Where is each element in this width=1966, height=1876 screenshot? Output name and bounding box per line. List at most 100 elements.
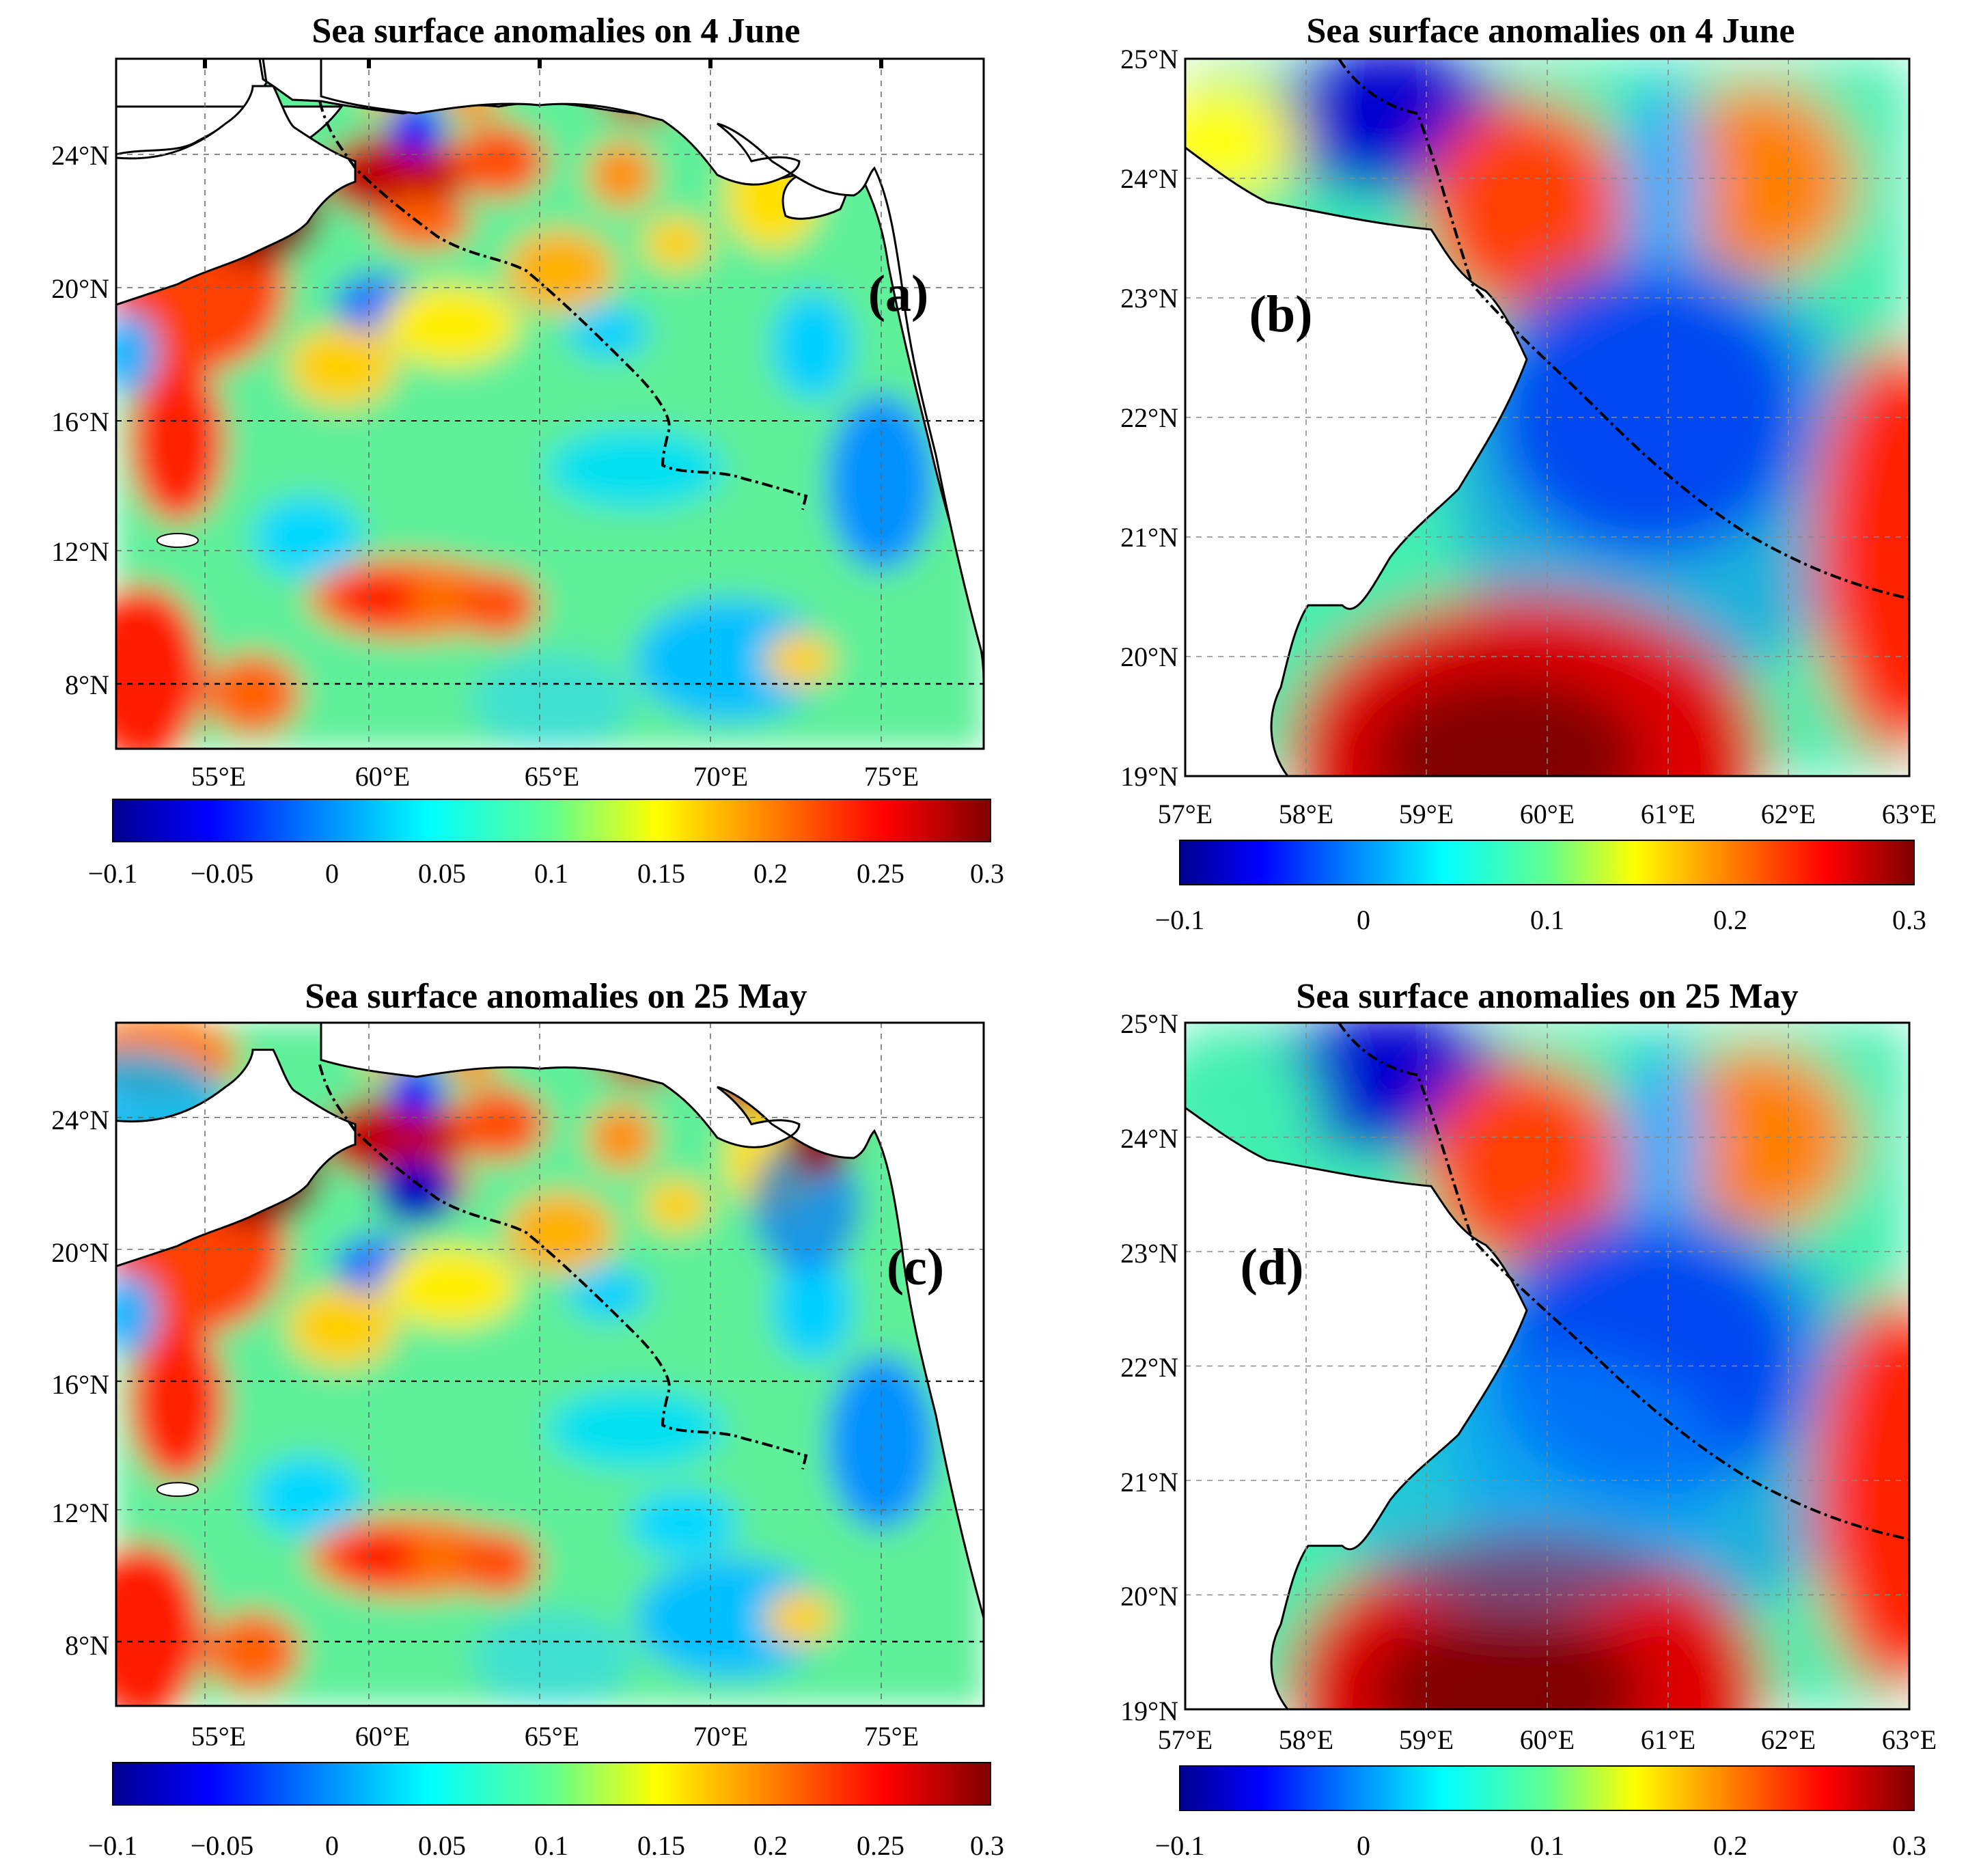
panel-b-label: (b): [1249, 286, 1313, 343]
panel-c-colorbar-tick: 0.15: [637, 1830, 685, 1861]
panel-d-x-tick: 63°E: [1882, 1724, 1937, 1755]
panel-c-cyclone-track: [318, 1064, 808, 1470]
panel-b-cyclone-track: [1338, 59, 1909, 600]
panel-c-colorbar-tick: −0.05: [191, 1830, 254, 1861]
panel-c-y-tick: 20°N: [51, 1237, 109, 1268]
panel-c-colorbar-tick: 0.3: [970, 1830, 1004, 1861]
panel-b-colorbar: −0.1 0 0.1 0.2 0.3: [1155, 840, 1926, 935]
panel-c-map: [115, 1021, 985, 1707]
panel-a-x-tick: 60°E: [355, 761, 410, 792]
panel-c-colorbar-tick: −0.1: [88, 1830, 138, 1861]
panel-b-title: Sea surface anomalies on 4 June: [1307, 12, 1795, 51]
panel-c: Sea surface anomalies on 25 May: [51, 977, 1004, 1861]
panel-d-y-tick: 24°N: [1120, 1123, 1178, 1154]
panel-a-colorbar-tick: 0: [325, 858, 339, 889]
panel-d-x-axis: 57°E 58°E 59°E 60°E 61°E 62°E 63°E: [1158, 1724, 1937, 1755]
panel-c-x-tick: 60°E: [355, 1721, 410, 1752]
panel-c-arabian-coast: [116, 1023, 357, 1268]
panel-a-label: (a): [868, 265, 929, 322]
panel-c-x-tick: 75°E: [864, 1721, 919, 1752]
panel-a-y-tick: 20°N: [51, 273, 109, 304]
panel-c-colorbar-tick: 0.2: [753, 1830, 788, 1861]
panel-c-india-coast: [320, 1023, 984, 1618]
panel-b-y-axis: 19°N 20°N 21°N 22°N 23°N 24°N 25°N: [1120, 44, 1178, 792]
panel-a-y-axis: 8°N 12°N 16°N 20°N 24°N: [51, 140, 109, 700]
panel-a-arabian-coast: [116, 59, 357, 306]
panel-b-x-tick: 57°E: [1158, 799, 1213, 829]
panel-a-colorbar-tick: −0.05: [191, 858, 254, 889]
panel-c-label: (c): [887, 1239, 944, 1296]
panel-b-x-tick: 63°E: [1882, 799, 1937, 829]
panel-a-gridlines: [116, 59, 984, 749]
panel-d-label: (d): [1241, 1239, 1304, 1296]
panel-a-x-axis: 55°E 60°E 65°E 70°E 75°E: [191, 761, 919, 792]
panel-d-colorbar-tick: 0.2: [1713, 1830, 1747, 1861]
panel-d-cyclone-track: [1338, 1023, 1909, 1541]
panel-a-ticks-top: [203, 59, 883, 68]
panel-b-x-tick: 61°E: [1641, 799, 1695, 829]
panel-b-x-axis: 57°E 58°E 59°E 60°E 61°E 62°E 63°E: [1158, 799, 1937, 829]
panel-a-y-tick: 12°N: [51, 536, 109, 567]
panel-d-y-tick: 22°N: [1120, 1352, 1178, 1383]
panel-d-y-tick: 19°N: [1120, 1696, 1178, 1726]
panel-a-colorbar-tick: −0.1: [88, 858, 138, 889]
panel-a-frame: [115, 57, 985, 750]
panel-d-colorbar: −0.1 0 0.1 0.2 0.3: [1155, 1765, 1926, 1861]
panel-d-y-tick: 21°N: [1120, 1467, 1178, 1498]
panel-d-x-tick: 61°E: [1641, 1724, 1695, 1755]
panel-b-x-tick: 59°E: [1399, 799, 1454, 829]
panel-c-x-tick: 70°E: [693, 1721, 748, 1752]
panel-b-colorbar-tick: 0.1: [1530, 905, 1564, 935]
panel-b-frame: [1184, 57, 1911, 777]
panel-c-socotra: [156, 1482, 199, 1498]
panel-a-x-tick: 55°E: [191, 761, 246, 792]
panel-a-x-tick: 65°E: [525, 761, 579, 792]
panel-c-x-axis: 55°E 60°E 65°E 70°E 75°E: [191, 1721, 919, 1752]
panel-c-gridlines: [116, 1023, 984, 1706]
panel-c-y-tick: 24°N: [51, 1105, 109, 1135]
panel-c-colorbar-tick: 0.05: [418, 1830, 466, 1861]
panel-b-x-tick: 60°E: [1520, 799, 1575, 829]
panel-b-x-tick: 62°E: [1761, 799, 1816, 829]
panel-a-colorbar-tick: 0.15: [637, 858, 685, 889]
panel-a-cyclone-track: [318, 100, 808, 510]
panel-d-colorbar-tick: 0: [1357, 1830, 1370, 1861]
panel-a-x-tick: 70°E: [693, 761, 748, 792]
panel-d-y-tick: 20°N: [1120, 1581, 1178, 1612]
panel-b-colorbar-tick: 0: [1357, 905, 1370, 935]
panel-d-land: [1185, 1106, 1528, 1709]
panel-d-x-tick: 59°E: [1399, 1724, 1454, 1755]
panel-b-y-tick: 21°N: [1120, 522, 1178, 553]
panel-c-x-tick: 55°E: [191, 1721, 246, 1752]
panel-c-colorbar-tick: 0.1: [534, 1830, 568, 1861]
panel-c-colorbar-tick: 0.25: [857, 1830, 904, 1861]
panel-b-y-tick: 22°N: [1120, 402, 1178, 433]
panel-c-y-axis: 8°N 12°N 16°N 20°N 24°N: [51, 1105, 109, 1661]
panel-a-y-tick: 16°N: [51, 406, 109, 437]
panel-d-x-tick: 58°E: [1279, 1724, 1333, 1755]
panel-b-y-tick: 19°N: [1120, 761, 1178, 792]
panel-b-colorbar-tick: 0.2: [1713, 905, 1747, 935]
panel-b-y-tick: 24°N: [1120, 163, 1178, 194]
panel-c-y-tick: 12°N: [51, 1498, 109, 1528]
panel-d-colorbar-tick: 0.1: [1530, 1830, 1564, 1861]
panel-b-gridlines: [1185, 59, 1909, 776]
panel-b-land: [1185, 146, 1528, 776]
panel-a-colorbar-tick: 0.1: [534, 858, 568, 889]
panel-a-y-tick: 8°N: [65, 670, 109, 700]
panel-b-x-tick: 58°E: [1279, 799, 1333, 829]
panel-b-colorbar-tick: 0.3: [1892, 905, 1926, 935]
panel-d-x-tick: 62°E: [1761, 1724, 1816, 1755]
panel-a-title: Sea surface anomalies on 4 June: [312, 12, 801, 51]
panel-b-colorbar-tick: −0.1: [1155, 905, 1205, 935]
panel-c-x-tick: 65°E: [525, 1721, 579, 1752]
panel-d-map: [1184, 1021, 1911, 1711]
panel-c-title: Sea surface anomalies on 25 May: [305, 977, 807, 1016]
panel-d-colorbar-tick: −0.1: [1155, 1830, 1205, 1861]
panel-a-socotra: [156, 533, 199, 548]
panel-a-x-tick: 75°E: [864, 761, 919, 792]
panel-c-frame: [115, 1021, 985, 1707]
panel-a-y-tick: 24°N: [51, 140, 109, 171]
panel-d-title: Sea surface anomalies on 25 May: [1296, 977, 1798, 1016]
